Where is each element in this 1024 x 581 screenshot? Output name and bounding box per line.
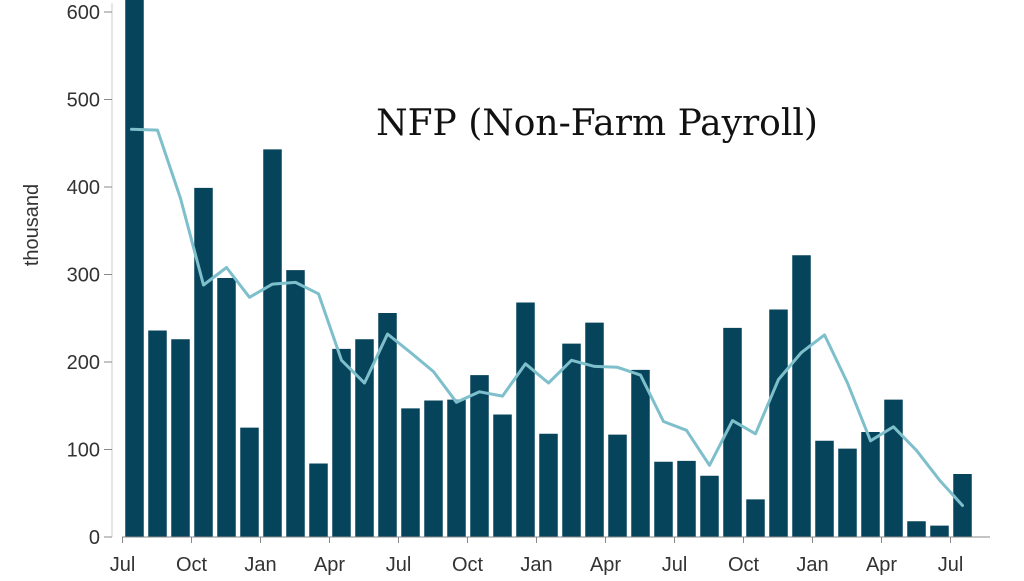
bar	[861, 432, 880, 537]
bar	[585, 323, 604, 537]
bar	[769, 310, 788, 538]
bar	[815, 441, 834, 537]
bar	[654, 462, 673, 537]
bar	[493, 415, 512, 538]
chart-title: NFP (Non-Farm Payroll)	[376, 103, 818, 144]
bar	[217, 278, 236, 537]
y-tick-label: 500	[67, 90, 100, 112]
bar	[608, 435, 627, 537]
bar	[424, 401, 443, 538]
bar	[125, 0, 144, 537]
x-tick-label: Oct	[452, 554, 484, 576]
bar	[884, 400, 903, 537]
bar	[240, 428, 259, 537]
bar	[401, 408, 420, 537]
bar	[470, 375, 489, 537]
bar	[194, 188, 213, 537]
bar	[447, 400, 466, 537]
bar	[148, 331, 167, 538]
bar	[907, 521, 926, 537]
y-tick-label: 100	[67, 440, 100, 462]
x-tick-label: Oct	[728, 554, 760, 576]
x-tick-label: Jul	[662, 554, 688, 576]
y-tick-label: 300	[67, 265, 100, 287]
x-tick-label: Jan	[796, 554, 828, 576]
bar	[677, 461, 696, 537]
x-tick-label: Apr	[866, 554, 897, 576]
bar	[746, 499, 765, 537]
y-tick-label: 400	[67, 177, 100, 199]
y-axis-title: thousand	[21, 184, 43, 266]
x-tick-label: Apr	[590, 554, 621, 576]
x-tick-label: Jul	[938, 554, 964, 576]
bar	[562, 344, 581, 537]
bar-series	[125, 0, 972, 537]
bar	[332, 349, 351, 537]
bar	[930, 526, 949, 537]
bar	[792, 255, 811, 537]
x-tick-label: Oct	[176, 554, 208, 576]
x-axis: Jul Oct Jan Apr Jul Oct Jan Apr Jul Oct Jan Apr Jul	[110, 537, 990, 576]
bar	[286, 270, 305, 537]
x-tick-label: Apr	[314, 554, 345, 576]
bar	[539, 434, 558, 537]
bar	[631, 370, 650, 537]
x-tick-label: Jan	[244, 554, 276, 576]
y-tick-label: 600	[67, 2, 100, 24]
bar	[838, 449, 857, 537]
y-axis-title-group: thousand	[21, 184, 43, 266]
bar	[263, 149, 282, 537]
bar	[309, 464, 328, 538]
x-tick-label: Jul	[386, 554, 412, 576]
x-tick-label: Jan	[520, 554, 552, 576]
y-tick-label: 200	[67, 352, 100, 374]
bar	[700, 476, 719, 537]
x-tick-label: Jul	[110, 554, 136, 576]
y-axis: 0 100 200 300 400 500 600	[67, 2, 112, 549]
bar	[171, 339, 190, 537]
y-tick-label: 0	[89, 527, 100, 549]
bar	[516, 303, 535, 538]
